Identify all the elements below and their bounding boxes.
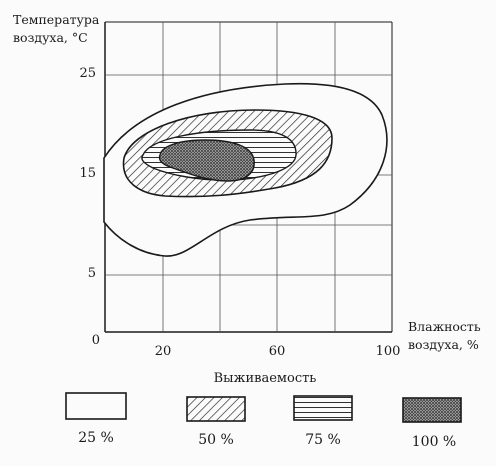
legend-box-50	[186, 396, 246, 422]
x-tick-label: 60	[268, 344, 286, 359]
legend-title: Выживаемость	[213, 371, 317, 386]
x-axis-title-line2: воздуха, %	[408, 337, 479, 352]
y-tick-label: 15	[79, 166, 96, 181]
legend-box-25	[65, 392, 127, 420]
x-axis-title-line1: Влажность	[408, 319, 481, 334]
x-axis-title: Влажность воздуха, %	[408, 318, 481, 354]
y-axis-title: Температура воздуха, °С	[13, 11, 99, 47]
legend-box-100	[402, 397, 462, 423]
y-axis-title-line1: Температура	[13, 12, 100, 27]
y-axis-title-line2: воздуха, °С	[13, 30, 88, 45]
y-tick-label: 25	[79, 66, 96, 81]
x-tick-label: 100	[375, 344, 401, 359]
origin-label: 0	[91, 333, 100, 348]
legend-label-25: 25 %	[78, 430, 114, 446]
legend-label-100: 100 %	[411, 434, 457, 450]
x-tick-label: 20	[154, 344, 172, 359]
legend-label-75: 75 %	[305, 432, 341, 448]
legend-box-75	[293, 395, 353, 421]
y-tick-label: 5	[87, 266, 96, 281]
zone-100-percent	[158, 139, 255, 182]
legend-label-50: 50 %	[198, 432, 234, 448]
